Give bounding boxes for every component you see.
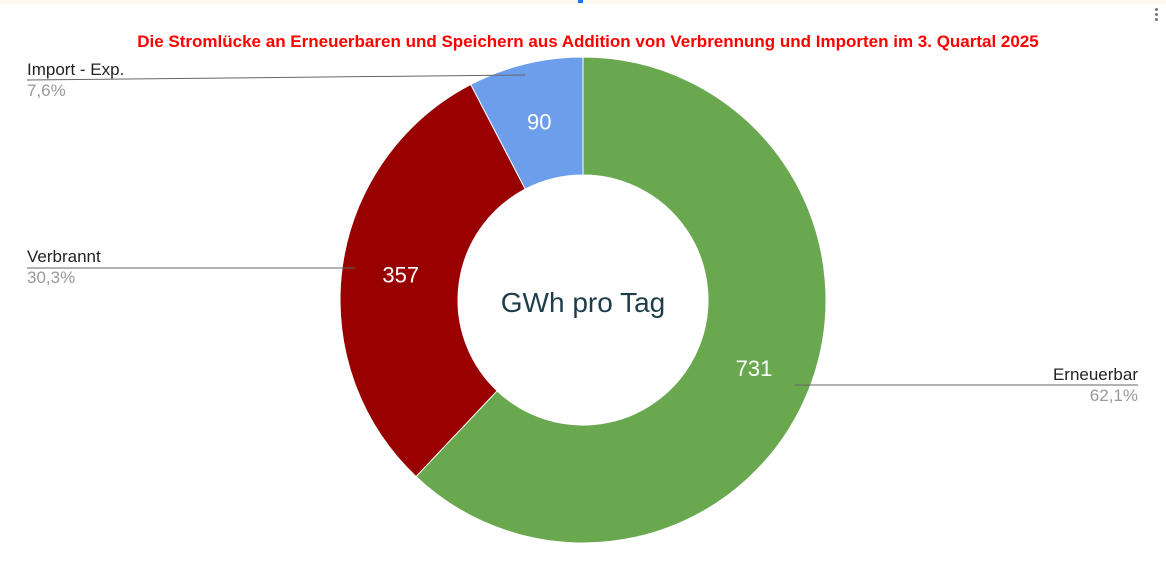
percent-label: 62,1%: [1090, 386, 1138, 405]
top-indicator: [578, 0, 583, 3]
percent-label: 7,6%: [27, 81, 66, 100]
slice-verbrannt[interactable]: [339, 83, 526, 478]
data-label: 731: [736, 356, 773, 381]
slice-import-exp-[interactable]: [470, 56, 584, 190]
slice-erneuerbar[interactable]: [415, 56, 827, 544]
legend-label: Verbrannt: [27, 247, 101, 266]
percent-label: 30,3%: [27, 268, 75, 287]
leader-line: [26, 74, 526, 81]
more-options-icon[interactable]: [1155, 8, 1159, 23]
chart-title: Die Stromlücke an Erneuerbaren und Speic…: [137, 32, 1039, 51]
legend-label: Import - Exp.: [27, 60, 124, 79]
top-bar: [0, 0, 1166, 4]
center-label: GWh pro Tag: [501, 287, 665, 318]
data-label: 357: [382, 263, 419, 288]
legend-label: Erneuerbar: [1053, 365, 1138, 384]
data-label: 90: [527, 109, 551, 134]
